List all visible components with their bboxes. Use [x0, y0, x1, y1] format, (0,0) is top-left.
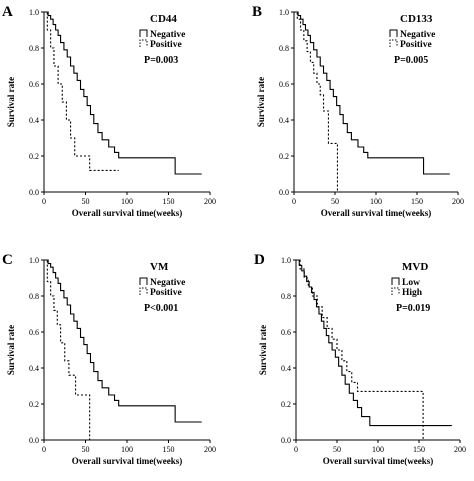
x-tick-label: 150 [413, 445, 425, 454]
survival-curve-negative [44, 259, 202, 423]
y-axis-title: Survival rate [258, 325, 268, 375]
y-tick-label: 0.2 [279, 152, 289, 161]
y-tick-label: 0.6 [279, 80, 289, 89]
y-tick-label: 0.4 [29, 116, 39, 125]
panel-b: B 0.0 0.2 0.4 0.6 0.8 1.0 0 50 100 150 200 Overall s… [252, 4, 464, 218]
y-tick-label: 0.8 [29, 292, 39, 301]
legend-swatch [389, 39, 398, 47]
survival-curve-high [296, 259, 424, 440]
p-value: P=0.003 [144, 55, 178, 66]
legend-label: Negative [150, 278, 185, 288]
y-tick-label: 0.6 [29, 328, 39, 337]
legend-swatch [391, 277, 400, 285]
legend-label: Low [402, 278, 420, 288]
legend-swatch [139, 29, 148, 37]
marker-label: CD44 [150, 13, 177, 25]
y-axis-title: Survival rate [6, 77, 16, 127]
x-tick-label: 50 [82, 445, 90, 454]
x-tick-label: 50 [82, 197, 90, 206]
y-tick-label: 0.0 [281, 436, 291, 445]
survival-curve-positive [44, 11, 119, 171]
x-tick-label: 150 [411, 197, 423, 206]
y-tick-label: 0.6 [29, 80, 39, 89]
legend-swatch [391, 287, 400, 295]
x-tick-label: 50 [331, 197, 339, 206]
legend-swatch [389, 29, 398, 37]
panel-c: C 0.0 0.2 0.4 0.6 0.8 1.0 0 50 100 150 200 Overall s… [2, 252, 216, 466]
x-tick-label: 200 [204, 197, 216, 206]
y-tick-label: 0.4 [279, 116, 289, 125]
x-tick-label: 100 [121, 197, 133, 206]
x-tick-label: 0 [42, 445, 46, 454]
x-axis-title: Overall survival time(weeks) [72, 456, 182, 466]
panel-d: D 0.0 0.2 0.4 0.6 0.8 1.0 0 50 100 150 200 Overall s… [254, 252, 466, 466]
survival-curve-low [296, 259, 452, 427]
y-tick-label: 0.8 [29, 44, 39, 53]
y-tick-label: 1.0 [281, 256, 291, 265]
x-tick-label: 50 [333, 445, 341, 454]
panel-letter: A [2, 4, 13, 20]
y-tick-label: 1.0 [29, 256, 39, 265]
survival-curve-positive [294, 11, 339, 192]
x-axis-title: Overall survival time(weeks) [323, 456, 433, 466]
y-tick-label: 0.0 [29, 188, 39, 197]
panel-letter: D [254, 252, 265, 268]
x-axis-title: Overall survival time(weeks) [321, 208, 431, 218]
x-tick-label: 100 [370, 197, 382, 206]
y-tick-label: 0.8 [279, 44, 289, 53]
legend-label: High [402, 288, 423, 298]
y-tick-label: 1.0 [29, 8, 39, 17]
x-tick-label: 0 [292, 197, 296, 206]
x-tick-label: 150 [163, 197, 175, 206]
y-tick-label: 0.0 [29, 436, 39, 445]
x-tick-label: 0 [294, 445, 298, 454]
y-axis-title: Survival rate [6, 325, 16, 375]
y-tick-label: 0.2 [29, 400, 39, 409]
p-value: P=0.005 [394, 55, 428, 66]
x-tick-label: 200 [204, 445, 216, 454]
x-axis-title: Overall survival time(weeks) [72, 208, 182, 218]
marker-label: MVD [402, 261, 428, 273]
x-tick-label: 200 [454, 445, 466, 454]
x-tick-label: 0 [42, 197, 46, 206]
legend-swatch [139, 39, 148, 47]
legend-label: Positive [150, 288, 182, 298]
p-value: P=0.019 [396, 303, 430, 314]
y-axis-title: Survival rate [256, 77, 266, 127]
panel-letter: C [2, 252, 13, 268]
y-tick-label: 0.4 [29, 364, 39, 373]
legend-label: Negative [400, 30, 435, 40]
x-tick-label: 150 [163, 445, 175, 454]
survival-curve-positive [44, 259, 91, 440]
y-tick-label: 0.4 [281, 364, 291, 373]
survival-curve-negative [294, 11, 450, 175]
legend-swatch [139, 277, 148, 285]
y-tick-label: 0.2 [281, 400, 291, 409]
marker-label: CD133 [400, 13, 433, 25]
legend-label: Negative [150, 30, 185, 40]
x-tick-label: 100 [372, 445, 384, 454]
y-tick-label: 1.0 [279, 8, 289, 17]
p-value: P<0.001 [144, 303, 178, 314]
panel-letter: B [252, 4, 262, 20]
legend-label: Positive [150, 40, 182, 50]
y-tick-label: 0.6 [281, 328, 291, 337]
x-tick-label: 100 [121, 445, 133, 454]
panel-a: A 0.0 0.2 0.4 0.6 0.8 1.0 0 50 100 150 200 Overall s… [2, 4, 216, 218]
y-tick-label: 0.0 [279, 188, 289, 197]
survival-curve-negative [44, 11, 202, 175]
legend-swatch [139, 287, 148, 295]
y-tick-label: 0.8 [281, 292, 291, 301]
legend-label: Positive [400, 40, 432, 50]
y-tick-label: 0.2 [29, 152, 39, 161]
marker-label: VM [150, 261, 169, 273]
x-tick-label: 200 [452, 197, 464, 206]
